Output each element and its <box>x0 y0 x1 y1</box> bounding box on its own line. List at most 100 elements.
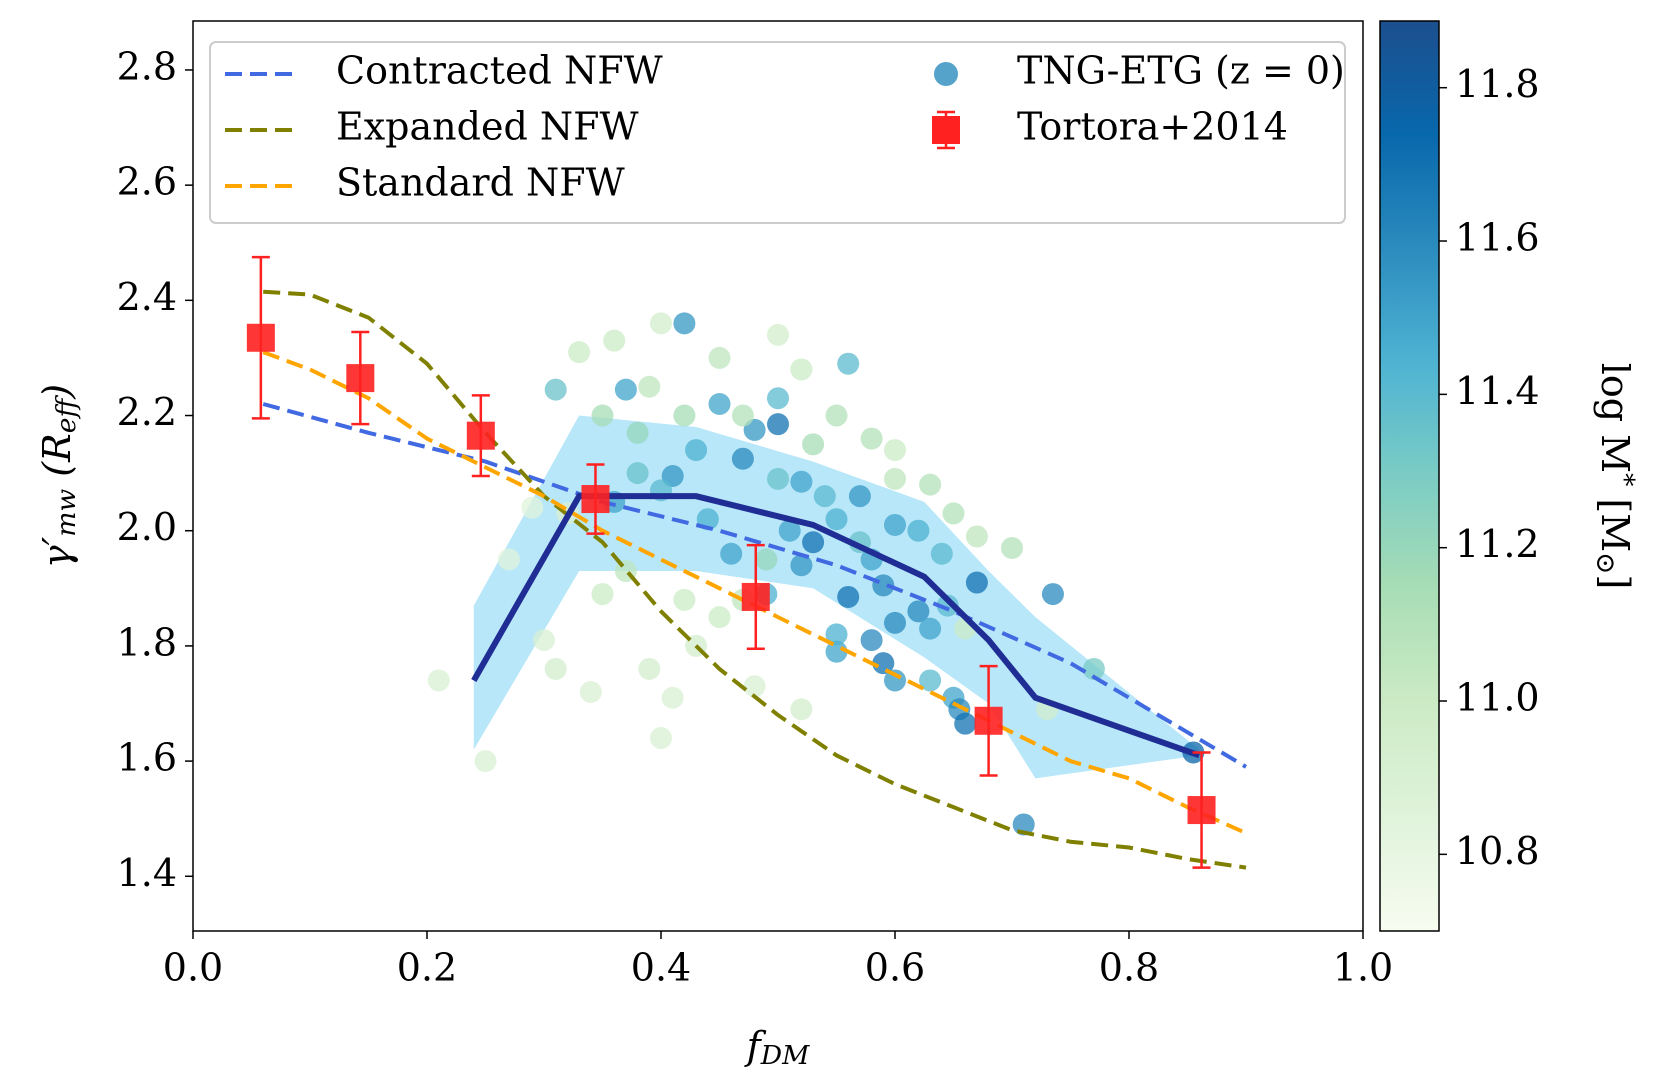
label-part: ) <box>35 384 79 400</box>
galaxy-point <box>685 439 708 462</box>
colorbar-tick-label: 11.8 <box>1455 62 1540 106</box>
galaxy-point <box>1082 657 1105 680</box>
galaxy-point <box>790 358 813 381</box>
label-part: ] <box>1594 574 1638 589</box>
galaxy-point <box>638 657 661 680</box>
galaxy-point <box>813 485 836 508</box>
galaxy-point <box>1041 583 1064 606</box>
galaxy-point <box>907 519 930 542</box>
legend-label: Contracted NFW <box>336 49 663 93</box>
galaxy-point <box>884 439 906 462</box>
data-square <box>974 706 1003 735</box>
galaxy-point <box>731 447 754 470</box>
galaxy-point <box>1001 536 1023 559</box>
galaxy-point <box>603 329 626 352</box>
data-square <box>346 364 375 393</box>
galaxy-point <box>521 496 544 519</box>
galaxy-point <box>767 323 789 346</box>
model-line <box>262 402 1248 769</box>
galaxy-point <box>650 312 672 335</box>
galaxy-point <box>825 404 848 427</box>
plot-area <box>246 255 1248 870</box>
model-line <box>262 350 1247 835</box>
colorbar-label: log M* [M⊙] <box>1590 363 1639 590</box>
galaxy-point <box>884 513 906 536</box>
galaxy-point <box>755 548 778 571</box>
galaxy-point <box>708 606 731 629</box>
galaxy-point <box>544 378 567 401</box>
galaxy-point <box>474 750 497 773</box>
y-tick-label: 2.4 <box>117 275 177 319</box>
y-axis-label: γ′mw (Reff) <box>35 384 82 568</box>
galaxy-point <box>790 698 813 721</box>
x-tick-label: 0.4 <box>631 946 691 990</box>
legend-label: TNG-ETG (z = 0) <box>1017 49 1345 93</box>
x-tick-label: 0.0 <box>163 946 223 990</box>
label-part: γ′ <box>35 536 79 568</box>
data-square <box>246 323 275 352</box>
colorbar-tick-label: 11.2 <box>1455 522 1540 566</box>
label-part: log M <box>1594 363 1638 473</box>
galaxy-point <box>860 629 883 652</box>
galaxy-point <box>825 623 848 646</box>
galaxy-point <box>860 427 883 450</box>
axes-frame <box>192 20 1364 932</box>
y-tick-label: 2.2 <box>117 390 177 434</box>
galaxy-point <box>497 548 520 571</box>
galaxy-point <box>884 467 906 490</box>
galaxy-point <box>767 413 789 436</box>
spread-band <box>473 415 1200 779</box>
label-part: ⊙ <box>1590 552 1621 574</box>
galaxy-point <box>767 467 789 490</box>
galaxy-point <box>731 404 754 427</box>
galaxy-point <box>837 585 860 608</box>
galaxy-point <box>743 675 766 698</box>
galaxy-point <box>802 531 825 554</box>
colorbar-tick-label: 11.4 <box>1455 369 1540 413</box>
y-tick-label: 2.8 <box>117 44 177 88</box>
galaxy-point <box>919 473 942 496</box>
galaxy-point <box>626 462 649 485</box>
galaxy-point <box>650 727 672 750</box>
galaxy-point <box>848 485 871 508</box>
galaxy-point <box>720 542 743 565</box>
y-tick-label: 1.6 <box>117 736 177 780</box>
galaxy-point <box>673 588 696 611</box>
legend-swatch-square <box>932 116 960 144</box>
legend-swatch <box>932 110 960 150</box>
galaxy-point <box>790 554 813 577</box>
galaxy-point <box>942 502 965 525</box>
galaxy-point <box>568 341 591 364</box>
galaxy-point <box>533 629 555 652</box>
legend-label: Tortora+2014 <box>1017 105 1288 149</box>
legend-label: Expanded NFW <box>336 105 639 149</box>
legend-label: Standard NFW <box>336 161 625 205</box>
label-part: eff <box>51 395 82 434</box>
galaxy-point <box>790 470 813 493</box>
galaxy-point <box>708 393 731 416</box>
legend-swatch <box>934 62 958 86</box>
galaxy-point <box>802 433 825 456</box>
label-part: * <box>1609 473 1640 486</box>
galaxy-point <box>708 346 731 369</box>
x-tick-label: 1.0 <box>1333 946 1393 990</box>
data-square <box>1187 796 1216 825</box>
data-square <box>466 421 495 450</box>
x-tick-label: 0.6 <box>865 946 925 990</box>
x-tick-label: 0.2 <box>397 946 457 990</box>
colorbar <box>1379 20 1440 932</box>
y-tick-label: 1.4 <box>117 851 177 895</box>
label-part: [M <box>1594 486 1638 552</box>
y-tick-label: 1.8 <box>117 620 177 664</box>
label-part: (R <box>35 433 79 489</box>
galaxy-point <box>930 542 953 565</box>
galaxy-point <box>954 712 977 735</box>
galaxy-point <box>579 680 602 703</box>
colorbar-tick-label: 11.0 <box>1455 676 1540 720</box>
galaxy-point <box>591 404 614 427</box>
galaxy-point <box>544 657 567 680</box>
galaxy-point <box>919 669 942 692</box>
label-part: DM <box>760 1040 810 1071</box>
galaxy-point <box>638 375 661 398</box>
galaxy-point <box>965 571 988 594</box>
